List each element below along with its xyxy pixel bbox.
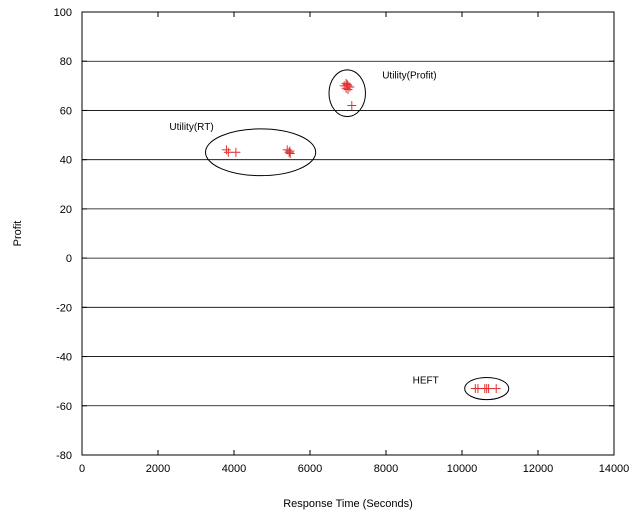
x-tick-label: 4000 xyxy=(222,463,246,475)
data-point xyxy=(231,147,241,157)
tick-labels: -80 -60 -40 -20 0 20 40 60 80 100 0 2000 4000 6000 800… xyxy=(54,7,630,475)
annotations: Utility(RT) Utility(Profit) HEFT xyxy=(169,70,438,386)
y-tick-label: 60 xyxy=(60,105,72,117)
cluster-ellipses xyxy=(205,69,510,401)
y-tick-label: -80 xyxy=(56,450,72,462)
data-point xyxy=(491,384,501,394)
data-point xyxy=(223,147,233,157)
grid-lines xyxy=(82,60,614,407)
x-tick-label: 0 xyxy=(79,463,85,475)
cluster-ellipse-1 xyxy=(328,69,366,118)
data-point xyxy=(484,384,494,394)
data-point xyxy=(284,147,294,157)
x-tick-label: 6000 xyxy=(298,463,322,475)
cluster-ellipse-2 xyxy=(464,376,510,401)
y-axis-label: Profit xyxy=(12,221,24,247)
x-tick-label: 12000 xyxy=(523,463,554,475)
y-tick-label: -60 xyxy=(56,401,72,413)
y-tick-label: -20 xyxy=(56,302,72,314)
x-axis-label: Response Time (Seconds) xyxy=(283,498,413,510)
y-tick-label: 100 xyxy=(54,7,72,19)
annotation-label: Utility(Profit) xyxy=(382,70,436,81)
data-point xyxy=(341,83,351,93)
axis-ticks xyxy=(81,11,615,456)
annotation-label: Utility(RT) xyxy=(169,122,213,133)
y-tick-label: 40 xyxy=(60,155,72,167)
data-point xyxy=(347,101,357,111)
x-tick-label: 10000 xyxy=(447,463,478,475)
plot-area xyxy=(81,11,615,456)
data-point xyxy=(343,85,353,95)
x-tick-label: 8000 xyxy=(374,463,398,475)
x-tick-label: 14000 xyxy=(599,463,630,475)
data-point xyxy=(285,149,295,159)
data-points xyxy=(221,78,501,394)
annotation-label: HEFT xyxy=(413,376,439,387)
y-tick-label: 0 xyxy=(66,253,72,265)
data-point xyxy=(221,145,231,155)
y-tick-label: 80 xyxy=(60,56,72,68)
y-tick-label: -40 xyxy=(56,352,72,364)
x-tick-label: 2000 xyxy=(146,463,170,475)
y-tick-label: 20 xyxy=(60,204,72,216)
cluster-ellipse-0 xyxy=(205,128,317,177)
data-point xyxy=(342,80,352,90)
